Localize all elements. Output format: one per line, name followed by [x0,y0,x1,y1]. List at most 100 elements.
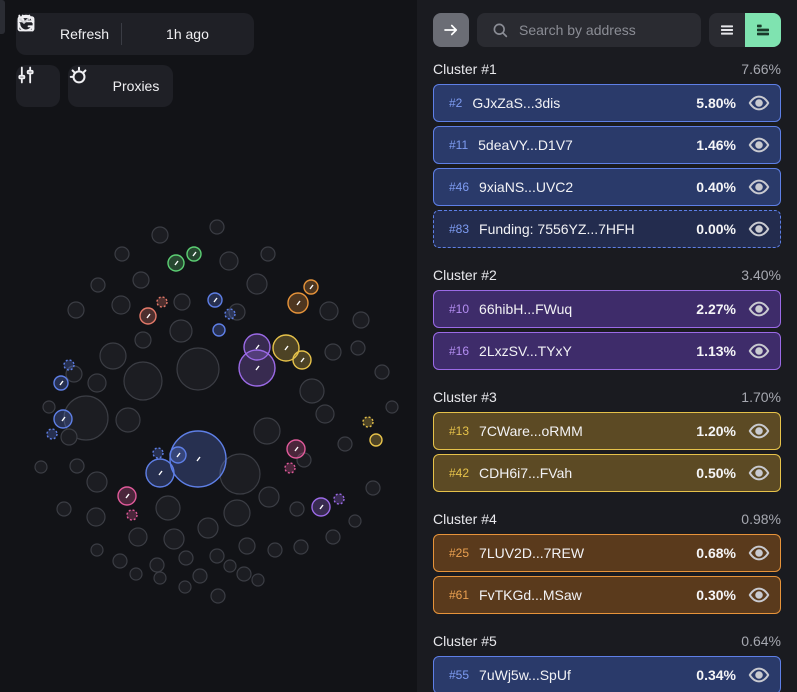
holder-bubble[interactable] [60,428,78,446]
cluster-bubble[interactable] [212,323,226,337]
eye-icon[interactable] [748,134,770,156]
holder-bubble[interactable] [258,486,280,508]
refresh-button[interactable]: Refresh [18,13,109,55]
holder-bubble[interactable] [348,514,362,528]
holder-bubble[interactable] [155,495,181,521]
eye-icon[interactable] [748,462,770,484]
holder-bubble[interactable] [123,361,163,401]
holder-bubble[interactable] [90,543,104,557]
eye-icon[interactable] [748,584,770,606]
holder-bubble[interactable] [42,400,56,414]
cluster-bubble[interactable] [333,493,345,505]
holder-bubble[interactable] [319,301,339,321]
holder-bubble[interactable] [223,559,237,573]
holder-bubble[interactable] [151,226,169,244]
holder-row[interactable]: #10 66hibH...FWuq 2.27% [433,290,781,328]
holder-bubble[interactable] [350,340,366,356]
holder-bubble[interactable] [293,539,309,555]
holder-bubble[interactable] [219,251,239,271]
cluster-bubble[interactable] [156,296,168,308]
holder-bubble[interactable] [385,400,399,414]
holder-bubble[interactable] [129,567,143,581]
holder-bubble[interactable] [315,404,335,424]
holder-bubble[interactable] [149,557,165,573]
holder-bubble[interactable] [56,501,72,517]
holder-bubble[interactable] [111,295,131,315]
filters-button[interactable] [16,65,60,107]
holder-bubble[interactable] [374,364,390,380]
holder-row[interactable]: #25 7LUV2D...7REW 0.68% [433,534,781,572]
bubble-map[interactable]: Refresh 1h ago [0,0,417,692]
holder-bubble[interactable] [128,527,148,547]
holder-bubble[interactable] [236,566,252,582]
search-input[interactable] [519,22,689,38]
bubble-canvas[interactable] [0,0,417,692]
eye-icon[interactable] [748,298,770,320]
holder-bubble[interactable] [86,471,108,493]
holder-bubble[interactable] [299,378,325,404]
cluster-bubble[interactable] [63,359,75,371]
eye-icon[interactable] [748,340,770,362]
holder-row[interactable]: #61 FvTKGd...MSaw 0.30% [433,576,781,614]
holder-row[interactable]: #42 CDH6i7...FVah 0.50% [433,454,781,492]
holder-bubble[interactable] [178,580,192,594]
holder-bubble[interactable] [238,537,256,555]
holder-row[interactable]: #16 2LxzSV...TYxY 1.13% [433,332,781,370]
holder-bubble[interactable] [163,528,185,550]
holder-row[interactable]: #46 9xiaNS...UVC2 0.40% [433,168,781,206]
holder-bubble[interactable] [176,347,220,391]
holder-bubble[interactable] [219,453,261,495]
cluster-bubble[interactable] [369,433,383,447]
holder-bubble[interactable] [34,460,48,474]
holder-bubble[interactable] [132,271,150,289]
holder-bubble[interactable] [352,311,370,329]
holder-row[interactable]: #2 GJxZaS...3dis 5.80% [433,84,781,122]
holder-bubble[interactable] [86,507,106,527]
holder-bubble[interactable] [289,501,305,517]
cluster-bubble[interactable] [126,509,138,521]
eye-icon[interactable] [748,664,770,686]
holder-bubble[interactable] [197,517,219,539]
holder-bubble[interactable] [153,571,167,585]
holder-bubble[interactable] [260,246,276,262]
holder-bubble[interactable] [67,301,85,319]
holder-row[interactable]: #11 5deaVY...D1V7 1.46% [433,126,781,164]
holder-bubble[interactable] [253,417,281,445]
holder-bubble[interactable] [246,273,268,295]
holder-bubble[interactable] [325,529,341,545]
cluster-view-button[interactable] [745,13,781,47]
holder-bubble[interactable] [209,219,225,235]
holder-bubble[interactable] [324,343,342,361]
holder-bubble[interactable] [223,499,251,527]
eye-icon[interactable] [748,218,770,240]
holder-bubble[interactable] [173,293,191,311]
proxies-button[interactable]: Proxies [68,65,173,107]
holder-row[interactable]: #83 Funding: 7556YZ...7HFH 0.00% [433,210,781,248]
eye-icon[interactable] [748,542,770,564]
cluster-bubble[interactable] [284,462,296,474]
holder-bubble[interactable] [134,331,152,349]
holder-bubble[interactable] [365,480,381,496]
holder-bubble[interactable] [337,436,353,452]
holder-bubble[interactable] [267,542,283,558]
eye-icon[interactable] [748,92,770,114]
holder-bubble[interactable] [210,588,226,604]
holder-bubble[interactable] [114,246,130,262]
holder-row[interactable]: #55 7uWj5w...SpUf 0.34% [433,656,781,692]
holder-bubble[interactable] [99,342,127,370]
holder-bubble[interactable] [251,573,265,587]
holder-bubble[interactable] [192,568,208,584]
holder-row[interactable]: #13 7CWare...oRMM 1.20% [433,412,781,450]
holder-bubble[interactable] [209,548,225,564]
list-view-button[interactable] [709,13,745,47]
holder-bubble[interactable] [90,277,106,293]
holder-bubble[interactable] [115,407,141,433]
cluster-bubble[interactable] [362,416,374,428]
collapse-panel-button[interactable] [433,13,469,47]
cluster-bubble[interactable] [46,428,58,440]
cluster-bubble[interactable] [224,308,236,320]
eye-icon[interactable] [748,176,770,198]
eye-icon[interactable] [748,420,770,442]
cluster-bubble[interactable] [152,447,164,459]
holder-bubble[interactable] [178,550,194,566]
